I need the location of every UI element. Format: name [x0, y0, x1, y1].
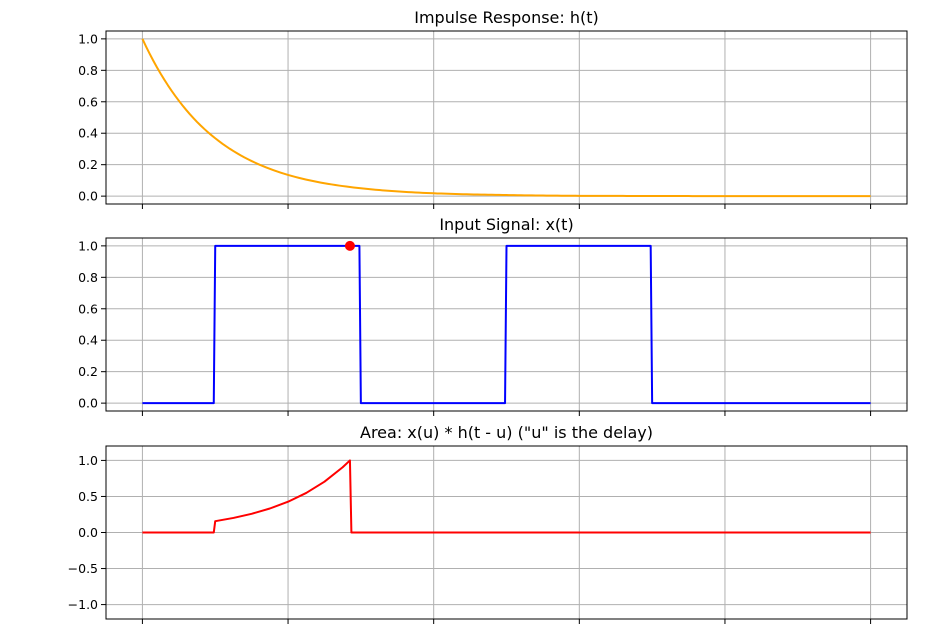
- impulse-response-ytick-label-2: 0.4: [78, 126, 98, 141]
- impulse-response-ytick-label-0: 0.0: [78, 189, 98, 204]
- impulse-response-ticks: 0.0 0.2 0.4 0.6 0.8 1.0: [78, 31, 872, 209]
- area-ytick-label-3: 0.5: [78, 489, 98, 504]
- impulse-response-frame: [105, 30, 908, 205]
- impulse-response-plot: [141, 38, 871, 198]
- impulse-response-ytick-label-4: 0.8: [78, 63, 98, 78]
- area-panel: Area: x(u) * h(t - u) ("u" is the delay)…: [68, 423, 908, 624]
- input-signal-marker-0: [344, 240, 355, 251]
- impulse-response-grid: [106, 31, 907, 204]
- input-signal-ytick-label-1: 0.2: [78, 364, 98, 379]
- area-title: Area: x(u) * h(t - u) ("u" is the delay): [360, 423, 653, 442]
- impulse-response-series-line-0: [141, 38, 871, 198]
- input-signal-title: Input Signal: x(t): [439, 215, 573, 234]
- area-ytick-label-1: −0.5: [68, 561, 98, 576]
- area-ytick-label-0: −1.0: [68, 597, 98, 612]
- input-signal-ytick-label-4: 0.8: [78, 270, 98, 285]
- impulse-response-title: Impulse Response: h(t): [414, 8, 599, 27]
- impulse-response-ytick-label-5: 1.0: [78, 31, 98, 46]
- impulse-response-ytick-label-3: 0.6: [78, 94, 98, 109]
- area-ytick-label-4: 1.0: [78, 453, 98, 468]
- input-signal-plot: [142, 240, 871, 405]
- impulse-response-ytick-label-1: 0.2: [78, 157, 98, 172]
- area-series-line-0: [142, 459, 871, 534]
- input-signal-ytick-label-5: 1.0: [78, 238, 98, 253]
- area-ticks: −1.0 −0.5 0.0 0.5 1.0: [68, 453, 872, 624]
- input-signal-ticks: 0.0 0.2 0.4 0.6 0.8 1.0: [78, 238, 872, 416]
- input-signal-ytick-label-0: 0.0: [78, 396, 98, 411]
- input-signal-series-line-0: [142, 244, 871, 405]
- area-plot: [142, 459, 871, 534]
- input-signal-ytick-label-3: 0.6: [78, 301, 98, 316]
- input-signal-frame: [105, 237, 908, 412]
- impulse-response-panel: Impulse Response: h(t) 0.0 0.2 0.4 0.6 0.8 1.…: [78, 8, 908, 209]
- area-ytick-label-2: 0.0: [78, 525, 98, 540]
- input-signal-panel: Input Signal: x(t) 0.0 0.2 0.4 0.6 0.8 1.0: [78, 215, 908, 416]
- input-signal-ytick-label-2: 0.4: [78, 333, 98, 348]
